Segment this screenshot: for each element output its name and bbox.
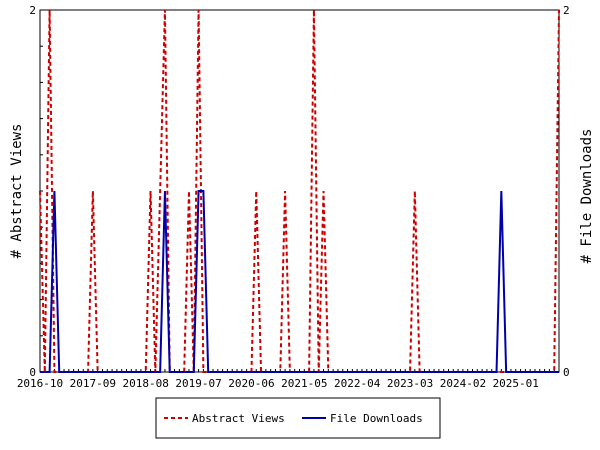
y-right-tick-label: 0 — [563, 366, 570, 379]
x-tick-label: 2021-05 — [281, 377, 327, 390]
y-axis-right-title: # File Downloads — [579, 129, 595, 264]
x-tick-label: 2019-07 — [175, 377, 221, 390]
legend-box — [155, 397, 441, 439]
x-tick-label: 2020-06 — [228, 377, 274, 390]
tick-labels: 2016-10 2017-09 2018-08 2019-07 2020-06 2021-… — [17, 4, 570, 390]
x-tick-label: 2016-10 — [17, 377, 63, 390]
legend-label-file-downloads: File Downloads — [330, 412, 423, 425]
x-tick-label: 2023-03 — [387, 377, 433, 390]
legend-label-abstract-views: Abstract Views — [192, 412, 285, 425]
plot-area — [39, 9, 560, 373]
y-left-tick-label: 0 — [29, 366, 36, 379]
series-line-file-downloads — [40, 190, 559, 373]
legend: Abstract Views File Downloads — [155, 397, 441, 439]
y-axis-left-title: # Abstract Views — [9, 124, 25, 259]
x-tick-label: 2024-02 — [440, 377, 486, 390]
x-tick-label: 2018-08 — [123, 377, 169, 390]
x-tick-label: 2025-01 — [493, 377, 539, 390]
x-tick-label: 2017-09 — [70, 377, 116, 390]
y-right-tick-label: 2 — [563, 4, 570, 17]
x-tick-label: 2022-04 — [334, 377, 381, 390]
series-layer — [39, 9, 560, 373]
y-left-tick-label: 2 — [29, 4, 36, 17]
